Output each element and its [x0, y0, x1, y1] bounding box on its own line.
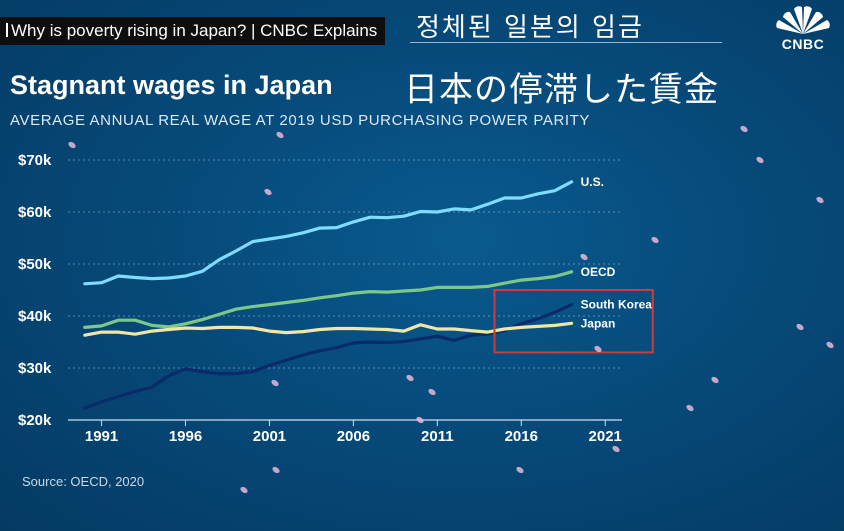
cherry-blossom-petals — [68, 125, 834, 494]
video-title: Why is poverty rising in Japan? | CNBC E… — [11, 21, 378, 40]
petal-decoration — [711, 376, 719, 384]
petal-decoration — [796, 323, 804, 331]
y-tick-label: $50k — [18, 256, 52, 273]
petal-decoration — [416, 416, 424, 424]
y-tick-label: $70k — [18, 152, 52, 169]
chart-subtitle: AVERAGE ANNUAL REAL WAGE AT 2019 USD PUR… — [10, 112, 591, 129]
oecd-series-line — [83, 270, 574, 329]
petal-decoration — [240, 486, 248, 494]
japan-series-label: Japan — [581, 316, 616, 330]
x-tick-label: 2016 — [505, 428, 538, 445]
petal-decoration — [756, 156, 764, 164]
highlight-rectangle — [493, 289, 654, 354]
petal-decoration — [68, 141, 76, 149]
petal-decoration — [516, 466, 524, 474]
video-title-bar[interactable]: Why is poverty rising in Japan? | CNBC E… — [0, 17, 386, 45]
series-labels: U.S. OECD South Korea Japan — [581, 175, 653, 330]
petal-decoration — [580, 253, 588, 261]
grid-lines — [68, 159, 622, 369]
petal-decoration — [816, 196, 824, 204]
x-tick-label: 1996 — [169, 428, 202, 445]
x-tick-label: 2001 — [253, 428, 286, 445]
y-tick-label: $40k — [18, 308, 52, 325]
petal-decoration — [826, 341, 834, 349]
petal-decoration — [272, 466, 280, 474]
petal-decoration — [651, 236, 659, 244]
cnbc-brand-text: CNBC — [781, 36, 825, 52]
highlight-box — [493, 289, 654, 354]
caption-rule — [410, 42, 722, 43]
x-tick-label: 2006 — [337, 428, 370, 445]
petal-decoration — [594, 345, 602, 353]
petal-decoration — [740, 125, 748, 133]
y-tick-label: $20k — [18, 412, 52, 429]
petal-decoration — [406, 374, 414, 382]
petal-decoration — [271, 379, 279, 387]
petal-decoration — [686, 404, 694, 412]
petal-decoration — [612, 445, 620, 453]
south-korea-series-line — [83, 303, 574, 410]
title-bar-marker — [6, 23, 8, 37]
petal-decoration — [264, 188, 272, 196]
series-lines — [83, 180, 574, 410]
petal-decoration — [428, 388, 436, 396]
y-tick-label: $30k — [18, 360, 52, 377]
x-tick-label: 2011 — [421, 428, 454, 445]
x-tick-label: 1991 — [85, 428, 118, 445]
axes: $20k $30k $40k $50k $60k $70k 1991 1996 2001 2006… — [18, 152, 622, 445]
south-korea-series-label: South Korea — [581, 298, 653, 312]
korean-caption: 정체된 일본의 임금 — [416, 13, 644, 43]
japan-series-line — [83, 321, 574, 337]
x-tick-label: 2021 — [589, 428, 622, 445]
petal-decoration — [276, 131, 284, 139]
us-series-label: U.S. — [581, 175, 604, 189]
cnbc-peacock-logo-icon — [776, 6, 830, 34]
oecd-series-label: OECD — [581, 265, 616, 279]
japanese-caption: 日本の停滞した賃金 — [404, 70, 719, 110]
chart-title: Stagnant wages in Japan — [10, 70, 333, 100]
y-tick-label: $60k — [18, 204, 52, 221]
us-series-line — [83, 180, 574, 286]
chart-source: Source: OECD, 2020 — [22, 474, 145, 489]
